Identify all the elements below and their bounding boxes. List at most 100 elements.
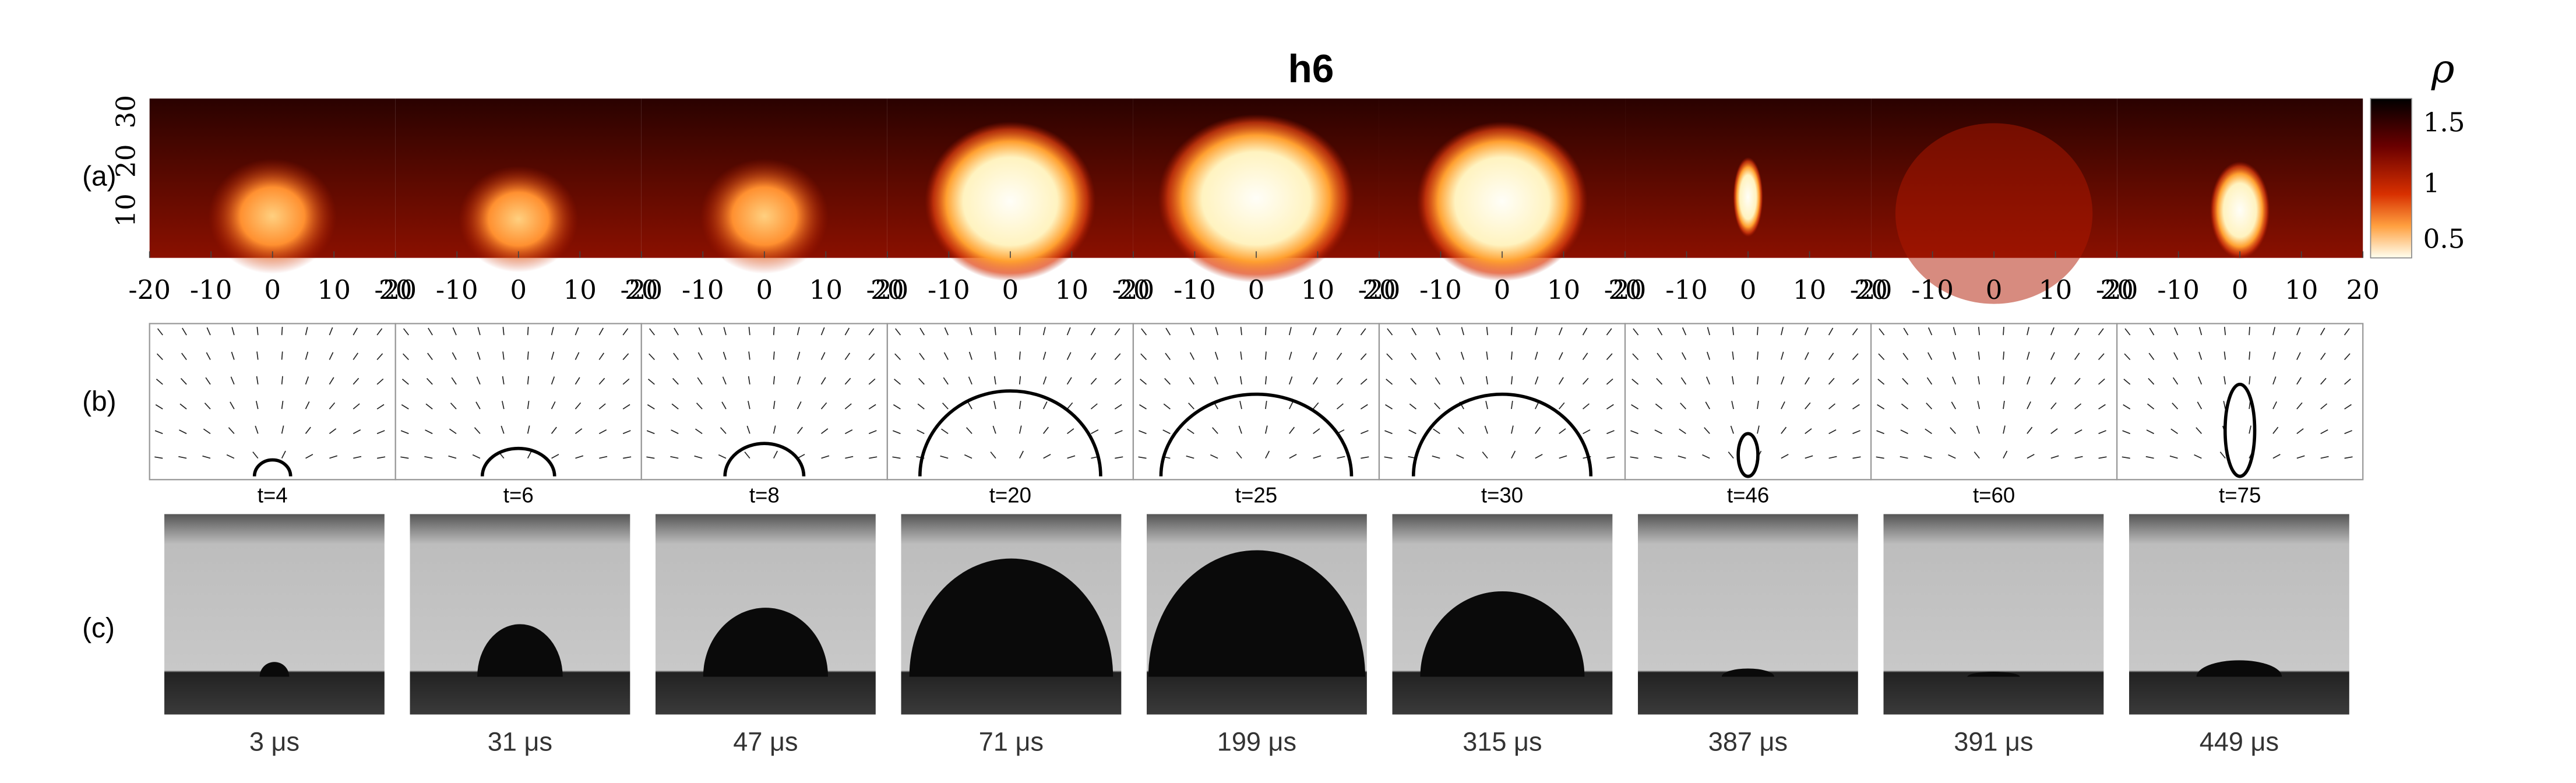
velocity-arrow	[1879, 328, 1885, 336]
velocity-arrow	[1805, 455, 1813, 459]
velocity-arrow	[428, 327, 433, 336]
x-tick-label: -20	[2096, 274, 2138, 305]
velocity-arrow	[256, 376, 259, 385]
velocity-arrow	[1828, 327, 1834, 336]
density-blob	[208, 158, 337, 274]
velocity-arrow	[2123, 379, 2131, 385]
velocity-arrow	[942, 403, 949, 410]
velocity-arrow	[1978, 376, 1981, 385]
velocity-arrow	[967, 401, 972, 410]
time-label: 391 μs	[1954, 726, 2033, 756]
interface	[252, 458, 293, 477]
velocity-arrow	[228, 427, 235, 434]
velocity-arrow	[477, 327, 481, 336]
velocity-arrow	[2145, 456, 2154, 459]
velocity-arrow	[723, 351, 727, 360]
velocity-arrow	[426, 378, 433, 385]
velocity-arrow	[376, 404, 385, 410]
velocity-arrow	[2003, 450, 2008, 458]
x-tick-label: 0	[1002, 274, 1019, 305]
velocity-arrow	[1828, 403, 1836, 410]
velocity-arrow	[1852, 353, 1859, 361]
velocity-arrow	[1313, 455, 1322, 459]
velocity-arrow	[1682, 327, 1687, 336]
velocity-arrow	[154, 456, 163, 459]
velocity-panel	[1870, 323, 2118, 481]
velocity-arrow	[448, 455, 457, 459]
interface	[918, 389, 1102, 477]
x-tick-label: 20	[1362, 274, 1396, 305]
velocity-arrow	[551, 327, 554, 336]
y-tick-label: 10	[110, 193, 141, 227]
velocity-arrow	[329, 327, 333, 336]
velocity-arrow	[1066, 352, 1072, 360]
velocity-arrow	[204, 403, 211, 410]
velocity-arrow	[1165, 327, 1171, 336]
velocity-arrow	[943, 377, 949, 385]
x-tick-label: -20	[1850, 274, 1893, 305]
velocity-arrow	[2320, 327, 2325, 336]
velocity-arrow	[2249, 425, 2251, 434]
velocity-arrow	[1163, 403, 1171, 410]
velocity-arrow	[969, 327, 972, 336]
velocity-arrow	[1313, 428, 1320, 434]
x-tick-label: 20	[2100, 274, 2133, 305]
velocity-arrow	[305, 327, 308, 336]
x-tick-label: 20	[379, 274, 412, 305]
velocity-arrow	[1583, 429, 1591, 435]
density-blob	[700, 158, 829, 274]
velocity-arrow	[1019, 425, 1022, 434]
velocity-arrow	[329, 352, 334, 360]
velocity-arrow	[1043, 426, 1049, 434]
velocity-arrow	[425, 429, 433, 435]
time-label: 47 μs	[733, 726, 798, 756]
velocity-arrow	[1707, 351, 1711, 360]
velocity-arrow	[2148, 352, 2155, 360]
time-label: 387 μs	[1708, 726, 1788, 756]
velocity-arrow	[1240, 327, 1242, 336]
velocity-arrow	[1927, 327, 1933, 336]
velocity-arrow	[1534, 327, 1538, 336]
velocity-arrow	[1360, 378, 1368, 385]
velocity-arrow	[1877, 379, 1885, 385]
velocity-arrow	[1384, 456, 1393, 459]
velocity-arrow	[1238, 425, 1242, 434]
velocity-arrow	[1410, 378, 1417, 385]
velocity-arrow	[1702, 454, 1710, 459]
velocity-arrow	[2344, 328, 2350, 336]
velocity-arrow	[1141, 328, 1147, 336]
velocity-arrow	[2272, 327, 2276, 336]
velocity-arrow	[1336, 327, 1342, 336]
velocity-arrow	[940, 455, 949, 459]
velocity-arrow	[1432, 455, 1440, 459]
velocity-arrow	[179, 403, 187, 410]
velocity-arrow	[1630, 456, 1638, 459]
velocity-arrow	[376, 353, 383, 361]
velocity-arrow	[2050, 402, 2057, 410]
velocity-arrow	[2147, 403, 2155, 410]
photo-panel	[2129, 514, 2349, 715]
velocity-arrow	[748, 351, 750, 360]
velocity-arrow	[1606, 456, 1615, 459]
velocity-arrow	[1138, 456, 1147, 459]
velocity-arrow	[821, 428, 829, 434]
velocity-arrow	[575, 455, 584, 459]
figure-title: h6	[1288, 47, 1334, 91]
velocity-arrow	[1535, 426, 1541, 434]
velocity-arrow	[1804, 352, 1809, 360]
velocity-arrow	[844, 429, 853, 435]
velocity-arrow	[2223, 376, 2226, 385]
velocity-arrow	[1239, 376, 1242, 385]
velocity-arrow	[670, 456, 679, 459]
velocity-arrow	[2123, 404, 2131, 410]
velocity-arrow	[646, 430, 655, 435]
velocity-arrow	[1115, 430, 1123, 435]
velocity-arrow	[1215, 327, 1218, 336]
velocity-arrow	[1019, 400, 1021, 410]
velocity-arrow	[797, 351, 801, 360]
velocity-arrow	[821, 455, 830, 459]
x-tick-label: 0	[1494, 274, 1511, 305]
velocity-arrow	[353, 403, 360, 410]
velocity-arrow	[1902, 378, 1909, 385]
velocity-arrow	[1042, 351, 1046, 360]
